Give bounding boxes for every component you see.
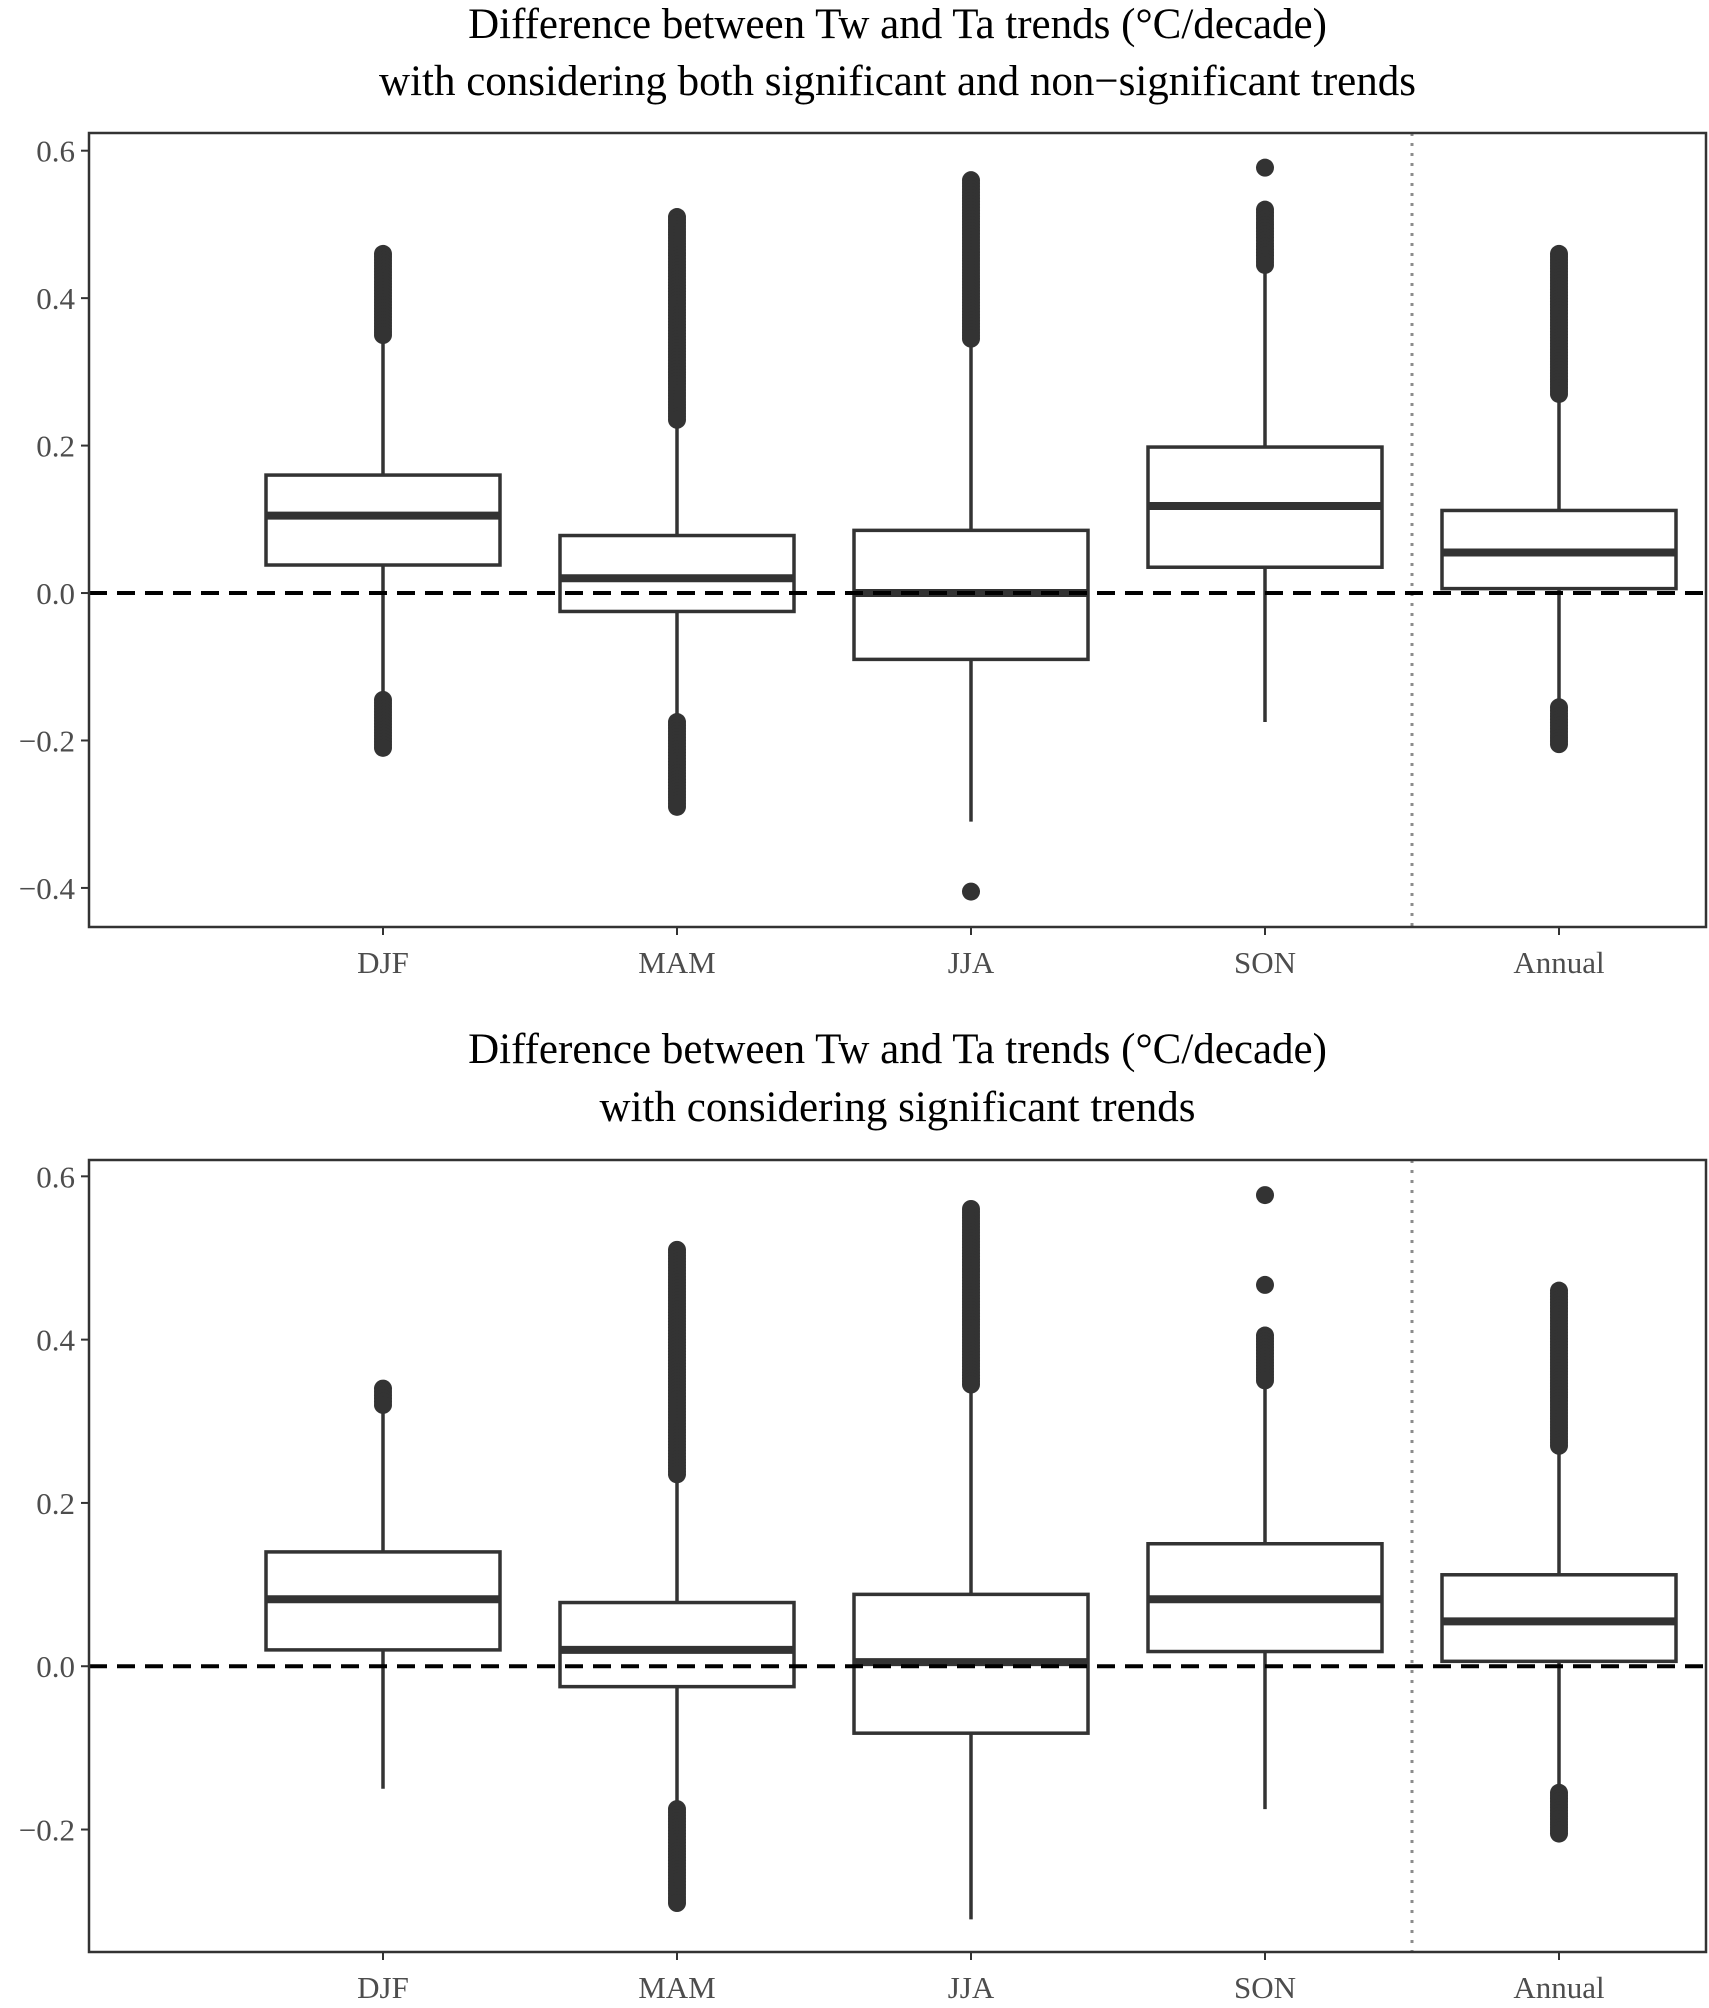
y-tick-label: 0.2 (36, 1486, 75, 1521)
x-tick-label: JJA (948, 945, 995, 980)
y-tick-label: −0.2 (19, 1813, 75, 1848)
x-tick-label: MAM (638, 1970, 716, 2003)
outlier-point (1256, 1275, 1274, 1294)
x-tick-label: Annual (1513, 1970, 1604, 2003)
y-tick-label: 0.2 (36, 429, 75, 464)
x-tick-label: SON (1234, 1970, 1296, 2003)
box-JJA (852, 171, 1090, 901)
outlier-point-low (1550, 1824, 1568, 1843)
box-Annual (1440, 244, 1678, 754)
chart-panel-2: Difference between Tw and Ta trends (°C/… (19, 1026, 1708, 2005)
outlier-point-high (668, 1465, 686, 1484)
outlier-point (1256, 1186, 1274, 1205)
box-DJF (264, 1379, 502, 1789)
panel-border (87, 1158, 1708, 1954)
y-tick-label: 0.4 (36, 1323, 75, 1358)
box-iqr (558, 1600, 796, 1689)
y-tick-label: 0.0 (36, 576, 75, 611)
box-Annual (1440, 1281, 1678, 1843)
y-tick-label: 0.6 (36, 1159, 75, 1194)
y-tick-label: 0.0 (36, 1649, 75, 1684)
outlier-point-high (962, 329, 980, 348)
outlier-point-high (962, 1375, 980, 1394)
box-SON (1146, 1186, 1384, 1810)
x-tick-label: Annual (1513, 945, 1604, 980)
outlier-point (1256, 158, 1274, 177)
outlier-point-high (668, 410, 686, 429)
x-tick-label: SON (1234, 945, 1296, 980)
y-tick-label: −0.4 (19, 871, 76, 906)
box-iqr (558, 533, 796, 614)
outlier-point-high (1550, 384, 1568, 403)
x-tick-label: DJF (357, 945, 409, 980)
outlier-point-low (1550, 735, 1568, 754)
panel-border (87, 131, 1708, 929)
outlier-point-high (1256, 255, 1274, 274)
box-JJA (852, 1199, 1090, 1920)
y-tick-label: −0.2 (19, 723, 75, 758)
chart-title-line-1: Difference between Tw and Ta trends (°C/… (468, 1026, 1327, 1073)
chart-title-line-2: with considering both significant and no… (379, 58, 1416, 105)
outlier-point-high (374, 1395, 392, 1414)
outlier-point-high (1550, 1436, 1568, 1455)
chart-panel-1: Difference between Tw and Ta trends (°C/… (19, 1, 1708, 980)
outlier-point-low (374, 738, 392, 757)
box-MAM (558, 208, 796, 816)
outlier-point-high (1256, 1371, 1274, 1390)
outlier-point (962, 882, 980, 901)
x-tick-label: DJF (357, 1970, 409, 2003)
outlier-point-low (668, 1894, 686, 1913)
chart-title-line-1: Difference between Tw and Ta trends (°C/… (468, 1, 1327, 48)
box-iqr (264, 473, 502, 567)
x-tick-label: MAM (638, 945, 716, 980)
box-MAM (558, 1240, 796, 1913)
y-tick-label: 0.4 (36, 281, 75, 316)
box-DJF (264, 244, 502, 757)
chart-title-line-2: with considering significant trends (600, 1084, 1196, 1131)
box-SON (1146, 158, 1384, 723)
y-tick-label: 0.6 (36, 134, 75, 169)
x-tick-label: JJA (948, 1970, 995, 2003)
outlier-point-low (668, 797, 686, 816)
outlier-point-high (374, 326, 392, 345)
